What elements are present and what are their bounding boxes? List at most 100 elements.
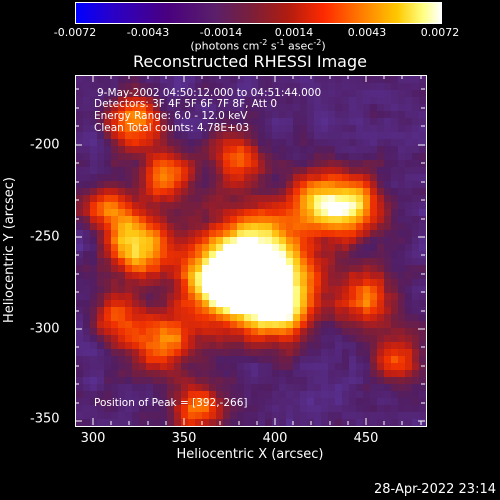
heatmap-cell bbox=[174, 97, 181, 104]
heatmap-cell bbox=[230, 363, 237, 370]
heatmap-cell bbox=[293, 118, 300, 125]
heatmap-cell bbox=[349, 237, 356, 244]
heatmap-cell bbox=[146, 216, 153, 223]
heatmap-cell bbox=[279, 209, 286, 216]
heatmap-cell bbox=[188, 202, 195, 209]
heatmap-cell bbox=[160, 195, 167, 202]
heatmap-cell bbox=[349, 279, 356, 286]
heatmap-cell bbox=[265, 83, 272, 90]
heatmap-cell bbox=[363, 370, 370, 377]
heatmap-cell bbox=[377, 237, 384, 244]
heatmap-cell bbox=[307, 90, 314, 97]
heatmap-cell bbox=[209, 321, 216, 328]
heatmap-cell bbox=[83, 419, 90, 426]
heatmap-cell bbox=[258, 167, 265, 174]
heatmap-cell bbox=[90, 314, 97, 321]
heatmap-cell bbox=[321, 83, 328, 90]
heatmap-cell bbox=[363, 174, 370, 181]
heatmap-cell bbox=[251, 174, 258, 181]
heatmap-cell bbox=[293, 153, 300, 160]
heatmap-cell bbox=[83, 223, 90, 230]
heatmap-cell bbox=[132, 342, 139, 349]
heatmap-cell bbox=[286, 258, 293, 265]
heatmap-cell bbox=[181, 167, 188, 174]
heatmap-cell bbox=[391, 272, 398, 279]
heatmap-cell bbox=[314, 279, 321, 286]
heatmap-cell bbox=[237, 244, 244, 251]
heatmap-cell bbox=[258, 237, 265, 244]
heatmap-cell bbox=[83, 202, 90, 209]
heatmap-cell bbox=[300, 146, 307, 153]
heatmap-cell bbox=[321, 153, 328, 160]
heatmap-cell bbox=[258, 370, 265, 377]
heatmap-cell bbox=[258, 419, 265, 426]
heatmap-cell bbox=[412, 251, 419, 258]
heatmap-cell bbox=[419, 160, 426, 167]
heatmap-cell bbox=[356, 244, 363, 251]
heatmap-cell bbox=[195, 223, 202, 230]
heatmap-cell bbox=[111, 223, 118, 230]
heatmap-cell bbox=[216, 286, 223, 293]
heatmap-cell bbox=[153, 307, 160, 314]
heatmap-cell bbox=[391, 307, 398, 314]
heatmap-cell bbox=[76, 286, 83, 293]
heatmap-cell bbox=[202, 328, 209, 335]
heatmap-cell bbox=[265, 384, 272, 391]
heatmap-cell bbox=[293, 363, 300, 370]
heatmap-cell bbox=[216, 405, 223, 412]
heatmap-cell bbox=[265, 251, 272, 258]
heatmap-cell bbox=[258, 342, 265, 349]
heatmap-cell bbox=[419, 293, 426, 300]
heatmap-cell bbox=[223, 398, 230, 405]
heatmap-cell bbox=[181, 279, 188, 286]
colorbar-tick-label: 0.0043 bbox=[347, 26, 387, 39]
heatmap-cell bbox=[76, 356, 83, 363]
heatmap-cell bbox=[111, 237, 118, 244]
heatmap-cell bbox=[412, 188, 419, 195]
heatmap-cell bbox=[328, 391, 335, 398]
heatmap-cell bbox=[237, 265, 244, 272]
heatmap-cell bbox=[90, 272, 97, 279]
heatmap-cell bbox=[349, 223, 356, 230]
heatmap-cell bbox=[167, 90, 174, 97]
heatmap-cell bbox=[188, 160, 195, 167]
heatmap-cell bbox=[363, 391, 370, 398]
heatmap-cell bbox=[83, 181, 90, 188]
heatmap-cell bbox=[419, 188, 426, 195]
heatmap-cell bbox=[412, 244, 419, 251]
heatmap-cell bbox=[293, 202, 300, 209]
heatmap-cell bbox=[230, 111, 237, 118]
heatmap-cell bbox=[335, 90, 342, 97]
heatmap-cell bbox=[286, 202, 293, 209]
heatmap-cell bbox=[398, 160, 405, 167]
heatmap-cell bbox=[97, 342, 104, 349]
heatmap-cell bbox=[195, 258, 202, 265]
heatmap-cell bbox=[216, 174, 223, 181]
heatmap-cell bbox=[167, 293, 174, 300]
heatmap-cell bbox=[125, 244, 132, 251]
heatmap-cell bbox=[251, 349, 258, 356]
heatmap-cell bbox=[384, 300, 391, 307]
heatmap-cell bbox=[321, 146, 328, 153]
heatmap-cell bbox=[356, 90, 363, 97]
heatmap-cell bbox=[90, 279, 97, 286]
heatmap-cell bbox=[293, 272, 300, 279]
heatmap-cell bbox=[307, 216, 314, 223]
heatmap-cell bbox=[97, 391, 104, 398]
heatmap-cell bbox=[391, 83, 398, 90]
heatmap-cell bbox=[398, 258, 405, 265]
heatmap-cell bbox=[97, 216, 104, 223]
heatmap-cell bbox=[286, 181, 293, 188]
heatmap-cell bbox=[370, 300, 377, 307]
heatmap-cell bbox=[363, 321, 370, 328]
heatmap-cell bbox=[125, 356, 132, 363]
heatmap-cell bbox=[307, 412, 314, 419]
heatmap-cell bbox=[293, 342, 300, 349]
heatmap-cell bbox=[146, 125, 153, 132]
heatmap-cell bbox=[188, 342, 195, 349]
heatmap-cell bbox=[391, 146, 398, 153]
heatmap-cell bbox=[111, 251, 118, 258]
heatmap-cell bbox=[363, 146, 370, 153]
heatmap-cell bbox=[258, 90, 265, 97]
heatmap-cell bbox=[188, 118, 195, 125]
